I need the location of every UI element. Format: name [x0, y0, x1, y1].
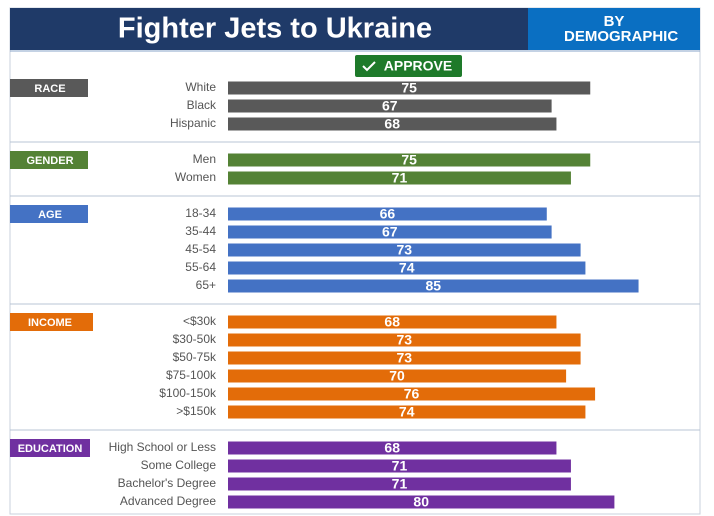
category-label: Black — [187, 98, 217, 112]
legend-badge — [355, 55, 462, 77]
header-bar — [10, 8, 540, 50]
group-label-box — [10, 79, 88, 97]
bar — [228, 153, 591, 167]
value-label: 68 — [384, 116, 400, 132]
category-label: Bachelor's Degree — [118, 476, 217, 490]
bar — [228, 279, 639, 293]
group-label-box — [10, 313, 93, 331]
bar — [228, 441, 557, 455]
category-label: <$30k — [183, 314, 217, 328]
value-label: 85 — [425, 278, 441, 294]
value-label: 75 — [401, 80, 417, 96]
bar — [228, 99, 552, 113]
category-label: 18-34 — [185, 206, 216, 220]
category-label: $50-75k — [173, 350, 217, 364]
bar — [228, 261, 586, 275]
value-label: 67 — [382, 98, 398, 114]
value-label: 73 — [397, 350, 413, 366]
value-label: 68 — [384, 314, 400, 330]
value-label: 71 — [392, 170, 408, 186]
group-label: RACE — [34, 83, 65, 95]
value-label: 68 — [384, 440, 400, 456]
value-label: 66 — [380, 206, 396, 222]
value-label: 71 — [392, 458, 408, 474]
chart-title: Fighter Jets to Ukraine — [118, 13, 432, 45]
bar — [228, 207, 547, 221]
group-label: GENDER — [26, 155, 73, 167]
bar — [228, 117, 557, 131]
category-label: 65+ — [196, 278, 216, 292]
subtitle-box: BY DEMOGRAPHIC — [528, 8, 700, 50]
category-label: $30-50k — [173, 332, 217, 346]
bar — [228, 369, 567, 383]
category-label: High School or Less — [109, 440, 216, 454]
value-label: 67 — [382, 224, 398, 240]
legend-label: APPROVE — [384, 58, 452, 74]
category-label: $100-150k — [159, 386, 217, 400]
category-label: 45-54 — [185, 242, 216, 256]
bar — [228, 81, 591, 95]
category-label: 55-64 — [185, 260, 216, 274]
subtitle: BY DEMOGRAPHIC — [564, 13, 679, 45]
check-icon — [362, 61, 376, 72]
bar — [228, 477, 571, 491]
value-label: 71 — [392, 476, 408, 492]
bar — [228, 495, 615, 509]
group-label-box — [10, 151, 88, 169]
value-label: 74 — [399, 260, 415, 276]
value-label: 75 — [401, 152, 417, 168]
bar — [228, 459, 571, 473]
group-label: EDUCATION — [18, 443, 83, 455]
group-label: INCOME — [28, 317, 72, 329]
value-label: 73 — [397, 332, 413, 348]
value-label: 70 — [389, 368, 405, 384]
group-label-box — [10, 439, 90, 457]
bar — [228, 243, 581, 257]
group-label-box — [10, 205, 88, 223]
category-label: White — [185, 80, 216, 94]
bar — [228, 387, 596, 401]
category-label: 35-44 — [185, 224, 216, 238]
value-label: 73 — [397, 242, 413, 258]
value-label: 80 — [413, 494, 429, 510]
bar — [228, 225, 552, 239]
category-label: Some College — [141, 458, 217, 472]
category-label: Advanced Degree — [120, 494, 216, 508]
bar — [228, 333, 581, 347]
category-label: Hispanic — [170, 116, 216, 130]
group-label: AGE — [38, 209, 62, 221]
category-label: >$150k — [176, 404, 217, 418]
bar — [228, 351, 581, 365]
value-label: 76 — [404, 386, 420, 402]
bar — [228, 315, 557, 329]
category-label: $75-100k — [166, 368, 217, 382]
category-label: Men — [193, 152, 216, 166]
bar — [228, 171, 571, 185]
bar — [228, 405, 586, 419]
category-label: Women — [175, 170, 216, 184]
value-label: 74 — [399, 404, 415, 420]
